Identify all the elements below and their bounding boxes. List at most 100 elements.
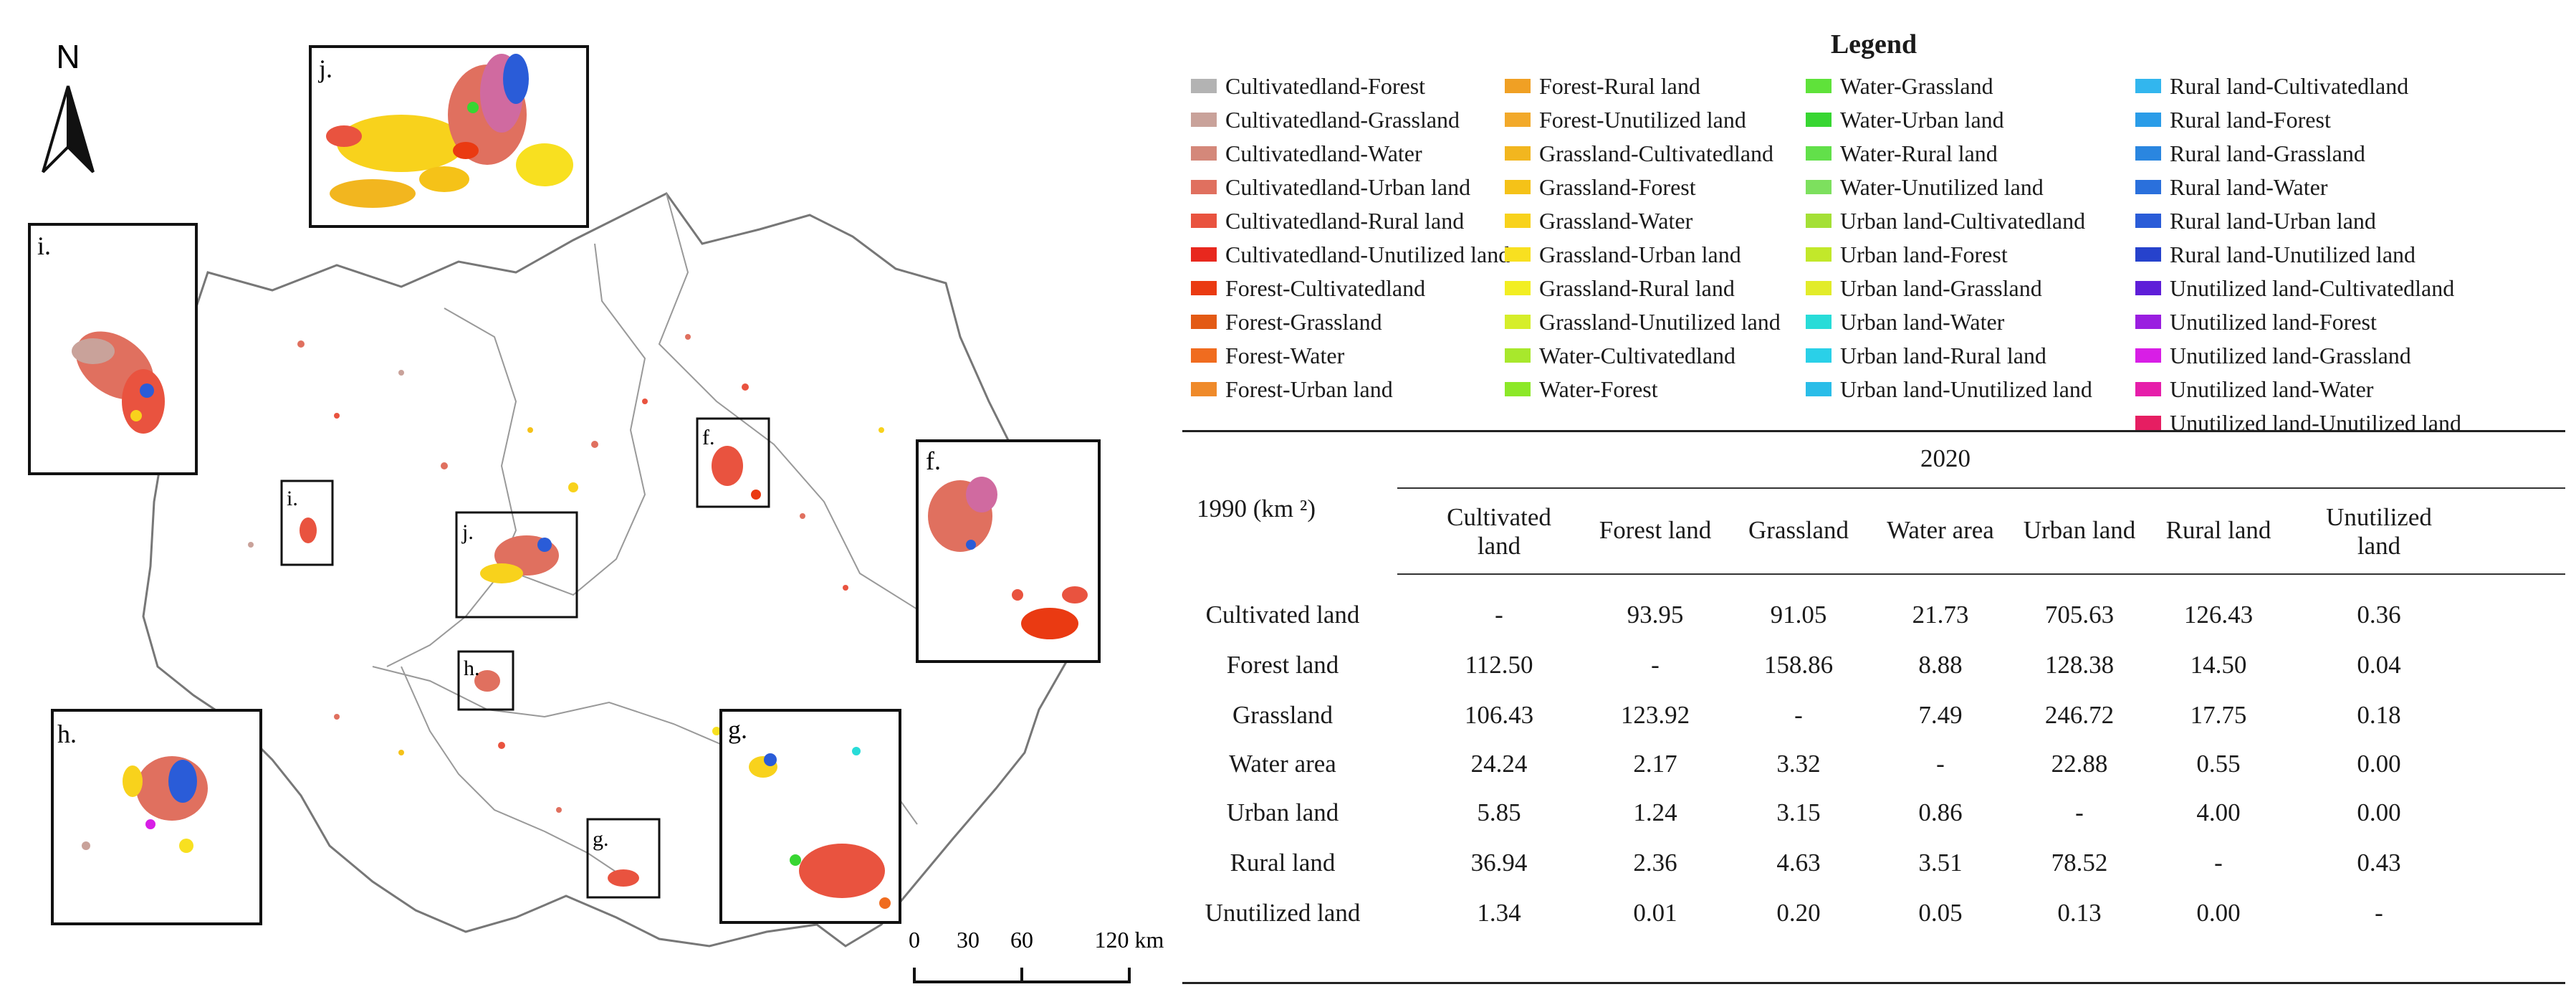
inset-j: j. [309, 45, 589, 228]
legend-swatch [1505, 315, 1531, 329]
legend-label: Unutilized land-Forest [2170, 309, 2377, 335]
legend-swatch [1505, 281, 1531, 295]
table-row-header: Unutilized land [1205, 899, 1361, 927]
legend-label: Forest-Cultivatedland [1225, 275, 1426, 301]
legend-label: Rural land-Water [2170, 174, 2328, 200]
scale-bar: 0 30 60 120 km [909, 927, 1164, 983]
legend-label: Urban land-Forest [1840, 242, 2008, 267]
table-column-header: Rural land [2165, 516, 2271, 544]
legend-label: Urban land-Rural land [1840, 343, 2046, 368]
north-label: N [56, 38, 80, 75]
legend-swatch [2135, 382, 2161, 396]
table-cell: 2.17 [1633, 750, 1677, 778]
table-cell: 78.52 [2051, 849, 2108, 877]
inset-i: i. [28, 223, 198, 475]
legend-swatch [2135, 416, 2161, 430]
legend-swatch [1191, 146, 1217, 161]
table-cell: 126.43 [2183, 601, 2254, 629]
legend-swatch [1806, 348, 1832, 363]
legend-label: Grassland-Unutilized land [1539, 309, 1781, 335]
legend-swatch [2135, 315, 2161, 329]
table-cell: 0.20 [1776, 899, 1821, 927]
inset-label: f. [926, 447, 941, 475]
map-box-i: i. [280, 479, 334, 566]
table-cell: - [2075, 798, 2084, 826]
legend-swatch [1505, 247, 1531, 262]
legend-label: Forest-Urban land [1225, 376, 1393, 402]
transition-table: 2020 1990 (km ²) Cultivated land Forest l… [1182, 430, 2565, 996]
inset-g: g. [719, 709, 901, 924]
table-cell: 1.24 [1633, 798, 1677, 826]
table-cell: 3.32 [1776, 750, 1821, 778]
legend-label: Cultivatedland-Urban land [1225, 174, 1471, 200]
legend-swatch [1505, 214, 1531, 228]
scale-label: 0 [909, 927, 920, 953]
table-cell: 17.75 [2190, 701, 2247, 729]
table-cell: 5.85 [1477, 798, 1521, 826]
table-cell: - [1495, 601, 1503, 629]
table-year-header: 2020 [1920, 444, 1971, 472]
legend-swatch [2135, 214, 2161, 228]
legend-swatch [1191, 113, 1217, 127]
legend-swatch [1806, 315, 1832, 329]
table-cell: 7.49 [1918, 701, 1963, 729]
table-cell: 14.50 [2190, 651, 2247, 679]
table-cell: 1.34 [1477, 899, 1521, 927]
table-cell: 2.36 [1633, 849, 1677, 877]
table-cell: 0.13 [2057, 899, 2102, 927]
map-box-label: j. [461, 520, 474, 544]
table-cell: 0.00 [2196, 899, 2241, 927]
inset-label: g. [728, 715, 747, 744]
legend-swatch [1505, 113, 1531, 127]
map-box-f: f. [696, 417, 770, 508]
table-column-header: Forest land [1599, 516, 1712, 544]
map-box-label: g. [593, 827, 609, 851]
legend-swatch [1191, 315, 1217, 329]
map-box-g: g. [586, 818, 661, 899]
table-cell: 4.00 [2196, 798, 2241, 826]
legend-label: Water-Unutilized land [1840, 174, 2044, 200]
table-cell: 112.50 [1465, 651, 1533, 679]
legend-swatch [1806, 146, 1832, 161]
land-change-patches [248, 334, 934, 813]
table-column-header: Water area [1887, 516, 1994, 544]
map-box-label: f. [702, 426, 715, 449]
table-cell: 8.88 [1918, 651, 1963, 679]
legend-swatch [2135, 146, 2161, 161]
legend-label: Urban land-Water [1840, 309, 2005, 335]
legend-label: Rural land-Grassland [2170, 140, 2365, 166]
table-cell: 0.05 [1918, 899, 1963, 927]
legend-label: Unutilized land-Grassland [2170, 343, 2411, 368]
table-cell: 0.01 [1633, 899, 1677, 927]
legend-label: Forest-Water [1225, 343, 1345, 368]
map-box-j: j. [455, 511, 578, 619]
legend-label: Grassland-Water [1539, 208, 1693, 234]
legend-swatch [1505, 146, 1531, 161]
legend-swatch [1191, 382, 1217, 396]
legend-label: Grassland-Cultivatedland [1539, 140, 1774, 166]
legend-label: Rural land-Urban land [2170, 208, 2376, 234]
map-box-label: h. [464, 657, 480, 680]
table-cell: 91.05 [1770, 601, 1827, 629]
legend-label: Urban land-Unutilized land [1840, 376, 2092, 402]
table-cell: 0.36 [2357, 601, 2401, 629]
legend-label: Rural land-Unutilized land [2170, 242, 2416, 267]
legend-label: Forest-Rural land [1539, 73, 1700, 99]
table-column-header: Urban land [2023, 516, 2136, 544]
table-cell: 128.38 [2044, 651, 2115, 679]
legend-swatch [1191, 348, 1217, 363]
legend-swatch [2135, 79, 2161, 93]
legend-swatch [1191, 214, 1217, 228]
table-row-header: Urban land [1226, 798, 1339, 826]
legend-swatch [1191, 247, 1217, 262]
legend-swatch [1806, 214, 1832, 228]
table-cell: - [2214, 849, 2223, 877]
table-cell: 0.00 [2357, 750, 2401, 778]
table-cell: 106.43 [1464, 701, 1534, 729]
table-row-header: Forest land [1226, 651, 1339, 679]
table-cell: 4.63 [1776, 849, 1821, 877]
inset-label: j. [317, 54, 332, 83]
legend-swatch [1806, 281, 1832, 295]
legend-label: Cultivatedland-Rural land [1225, 208, 1465, 234]
table-cell: 0.86 [1918, 798, 1963, 826]
